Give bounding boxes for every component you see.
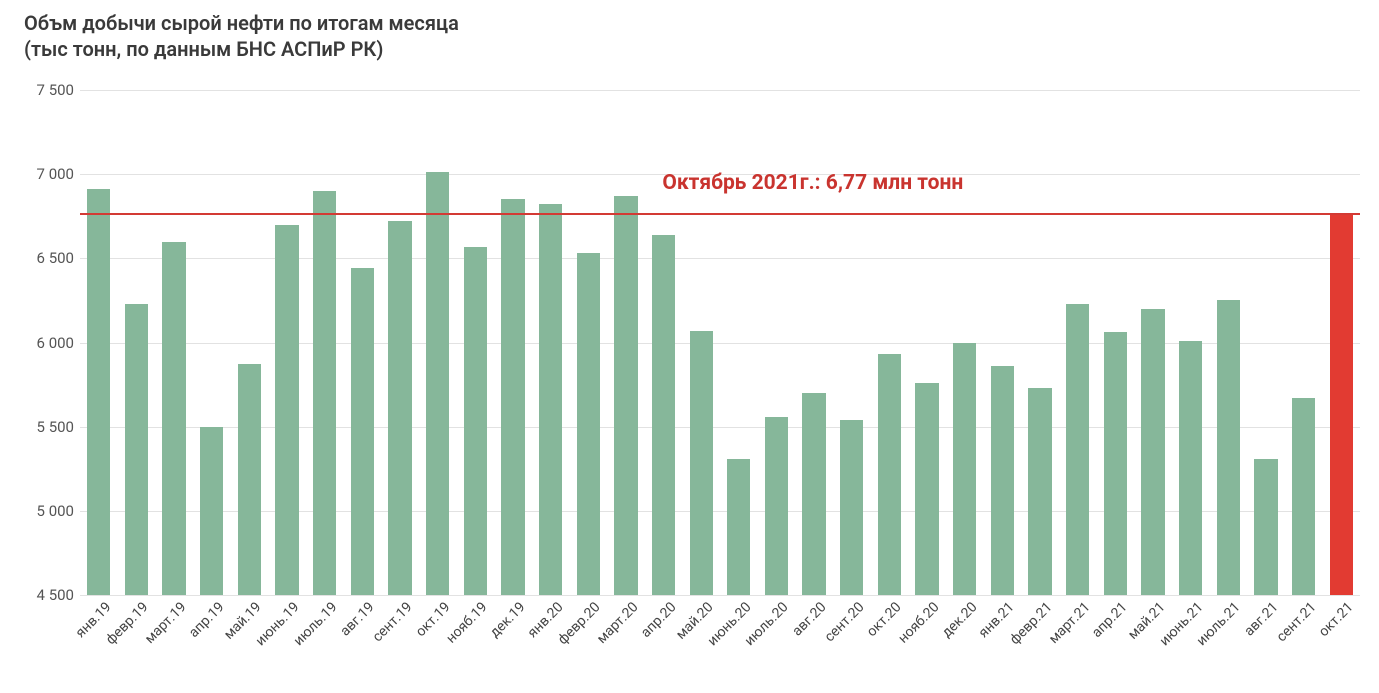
x-axis-label: дек.19 — [483, 595, 529, 641]
y-axis-label: 7 500 — [37, 81, 74, 99]
x-axis-label: нояб.20 — [891, 595, 943, 647]
x-axis-label: март.21 — [1041, 595, 1093, 647]
x-axis-label: март.20 — [589, 595, 641, 647]
x-axis-label: сент.19 — [365, 595, 415, 645]
y-axis-label: 5 500 — [37, 418, 74, 436]
chart-title-line2: (тыс тонн, по данным БНС АСПиР РК) — [24, 36, 459, 62]
x-axis-label: апр.21 — [1085, 595, 1131, 641]
y-axis-label: 6 500 — [37, 249, 74, 267]
bar — [991, 366, 1014, 595]
bar — [313, 191, 336, 595]
bar — [690, 331, 713, 595]
bar — [200, 427, 223, 595]
bar — [652, 235, 675, 595]
bar — [765, 417, 788, 595]
oil-production-chart: Объм добычи сырой нефти по итогам месяца… — [0, 0, 1379, 693]
x-axis-label: окт.21 — [1312, 595, 1357, 640]
bars-group — [80, 90, 1360, 595]
bar — [388, 221, 411, 595]
x-axis-label: март.19 — [138, 595, 190, 647]
y-axis-label: 5 000 — [37, 502, 74, 520]
bar — [1141, 309, 1164, 595]
bar — [87, 189, 110, 595]
bar — [351, 268, 374, 595]
x-axis-label: нояб.19 — [439, 595, 491, 647]
bar — [577, 253, 600, 595]
bar — [125, 304, 148, 595]
bar — [1028, 388, 1051, 595]
bar — [539, 204, 562, 595]
bar — [878, 354, 901, 595]
bar — [1292, 398, 1315, 595]
bar — [501, 199, 524, 595]
bar — [238, 364, 261, 595]
bar-highlight — [1330, 213, 1353, 595]
reference-line — [80, 213, 1360, 215]
bar — [915, 383, 938, 595]
bar — [1179, 341, 1202, 595]
bar — [426, 172, 449, 595]
bar — [1217, 300, 1240, 595]
x-axis-label: дек.20 — [934, 595, 980, 641]
bar — [1104, 332, 1127, 595]
y-axis-label: 6 000 — [37, 334, 74, 352]
bar — [162, 242, 185, 596]
bar — [802, 393, 825, 595]
chart-title-line1: Объм добычи сырой нефти по итогам месяца — [24, 10, 459, 36]
bar — [614, 196, 637, 595]
x-axis-label: сент.21 — [1269, 595, 1319, 645]
x-axis-label: апр.20 — [633, 595, 679, 641]
bar — [727, 459, 750, 595]
bar — [840, 420, 863, 595]
annotation-label: Октябрь 2021г.: 6,77 млн тонн — [662, 171, 963, 195]
chart-title: Объм добычи сырой нефти по итогам месяца… — [24, 10, 459, 62]
x-axis-label: сент.20 — [817, 595, 867, 645]
y-axis-label: 7 000 — [37, 165, 74, 183]
plot-area: 4 5005 0005 5006 0006 5007 0007 500Октяб… — [80, 90, 1360, 596]
x-axis-label: апр.19 — [181, 595, 227, 641]
gridline — [80, 595, 1360, 596]
bar — [1066, 304, 1089, 595]
bar — [464, 247, 487, 595]
y-axis-label: 4 500 — [37, 586, 74, 604]
bar — [275, 225, 298, 595]
bar — [1254, 459, 1277, 595]
bar — [953, 343, 976, 596]
